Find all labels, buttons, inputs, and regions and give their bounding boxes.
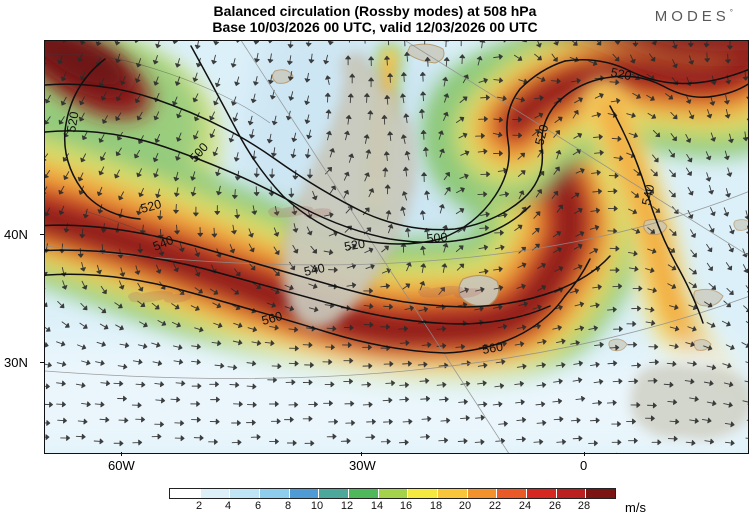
svg-text:500: 500 (426, 230, 448, 246)
